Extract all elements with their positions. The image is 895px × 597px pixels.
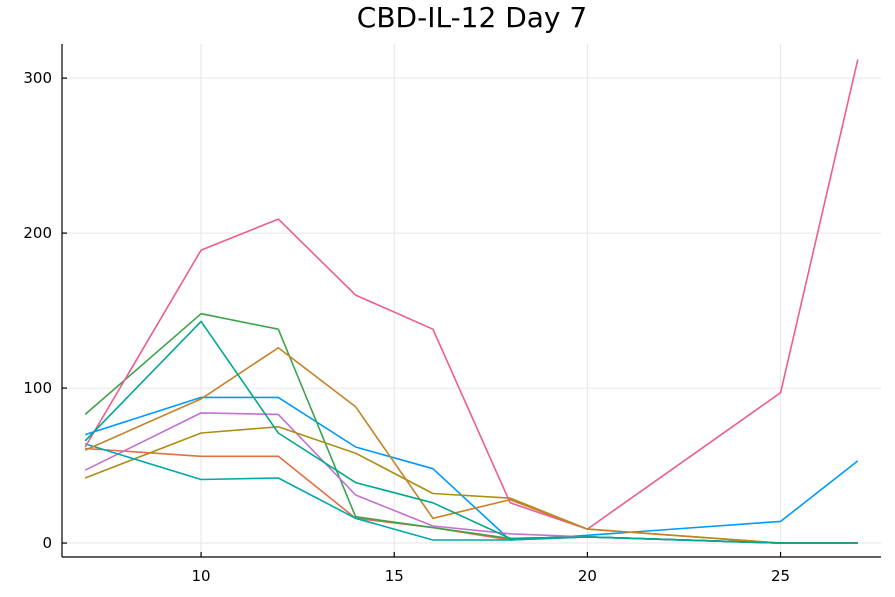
series-line-8 (84, 346, 858, 544)
grid (62, 44, 881, 557)
series-line-9 (84, 320, 858, 544)
axes (61, 44, 881, 558)
x-tick-label: 15 (385, 567, 404, 585)
x-tick-label: 25 (771, 567, 790, 585)
series-line-7 (84, 59, 859, 530)
y-tick-label: 0 (42, 534, 52, 552)
y-tick-label: 200 (23, 224, 52, 242)
series-line-1 (84, 396, 859, 541)
x-tick-label: 10 (192, 567, 211, 585)
y-tick-label: 300 (23, 69, 52, 87)
x-tick-label: 20 (578, 567, 597, 585)
y-tick-label: 100 (23, 379, 52, 397)
series-group (84, 59, 859, 544)
tick-labels: 10 15 20 25 0 100 200 300 (23, 69, 790, 585)
chart-title: CBD-IL-12 Day 7 (357, 1, 587, 34)
